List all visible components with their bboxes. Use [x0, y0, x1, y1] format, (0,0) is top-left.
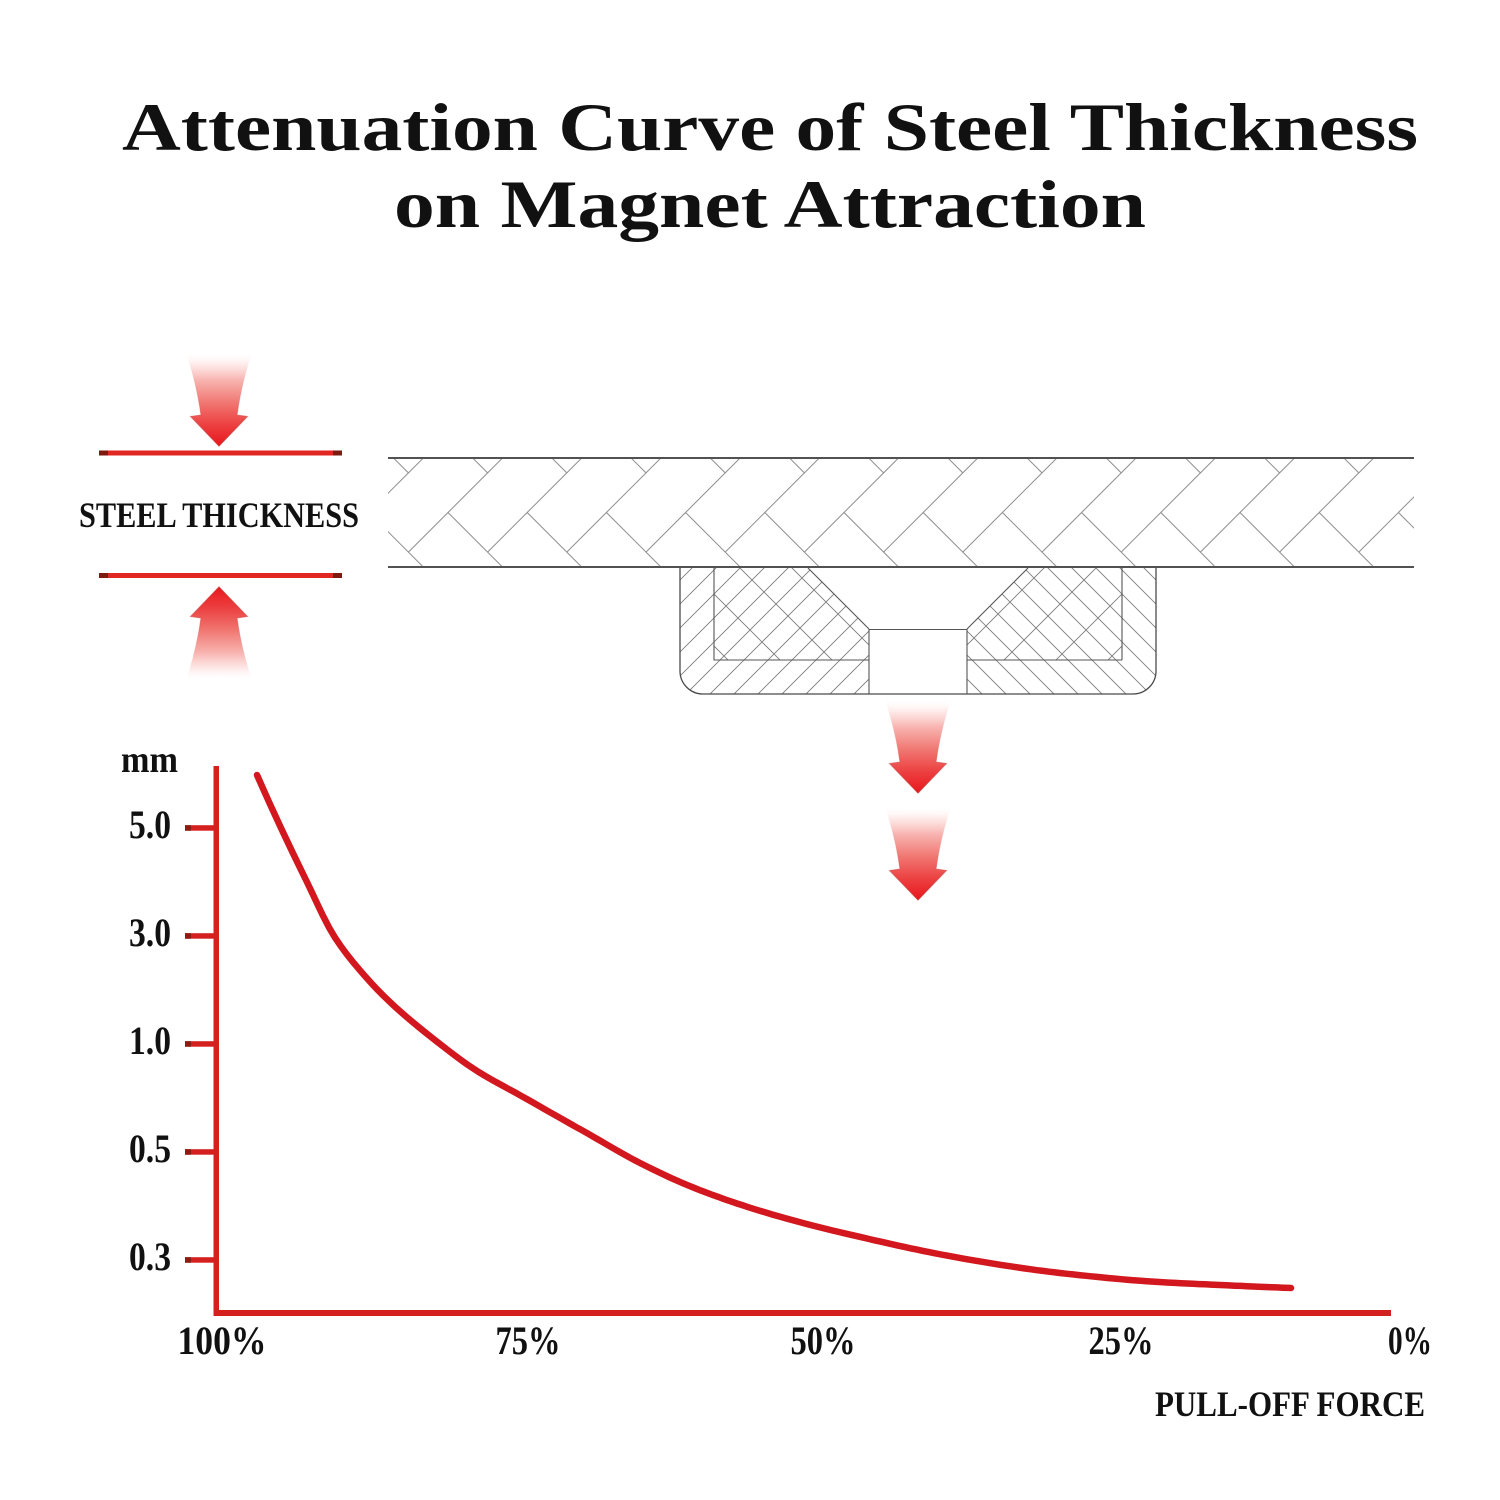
svg-text:Attenuation Curve of Steel Thi: Attenuation Curve of Steel Thickness [122, 89, 1418, 165]
svg-text:1.0: 1.0 [129, 1018, 171, 1063]
svg-text:3.0: 3.0 [129, 910, 171, 955]
svg-text:mm: mm [121, 739, 178, 781]
svg-text:on Magnet Attraction: on Magnet Attraction [394, 166, 1146, 242]
svg-text:0.3: 0.3 [129, 1234, 171, 1279]
svg-text:50%: 50% [791, 1318, 856, 1363]
svg-text:25%: 25% [1089, 1318, 1154, 1363]
svg-text:5.0: 5.0 [129, 802, 171, 847]
svg-text:0%: 0% [1388, 1318, 1432, 1363]
svg-text:100%: 100% [178, 1318, 267, 1363]
svg-text:75%: 75% [496, 1318, 561, 1363]
svg-text:STEEL THICKNESS: STEEL THICKNESS [79, 495, 359, 535]
svg-text:0.5: 0.5 [129, 1126, 171, 1171]
svg-text:PULL-OFF FORCE: PULL-OFF FORCE [1155, 1384, 1425, 1424]
